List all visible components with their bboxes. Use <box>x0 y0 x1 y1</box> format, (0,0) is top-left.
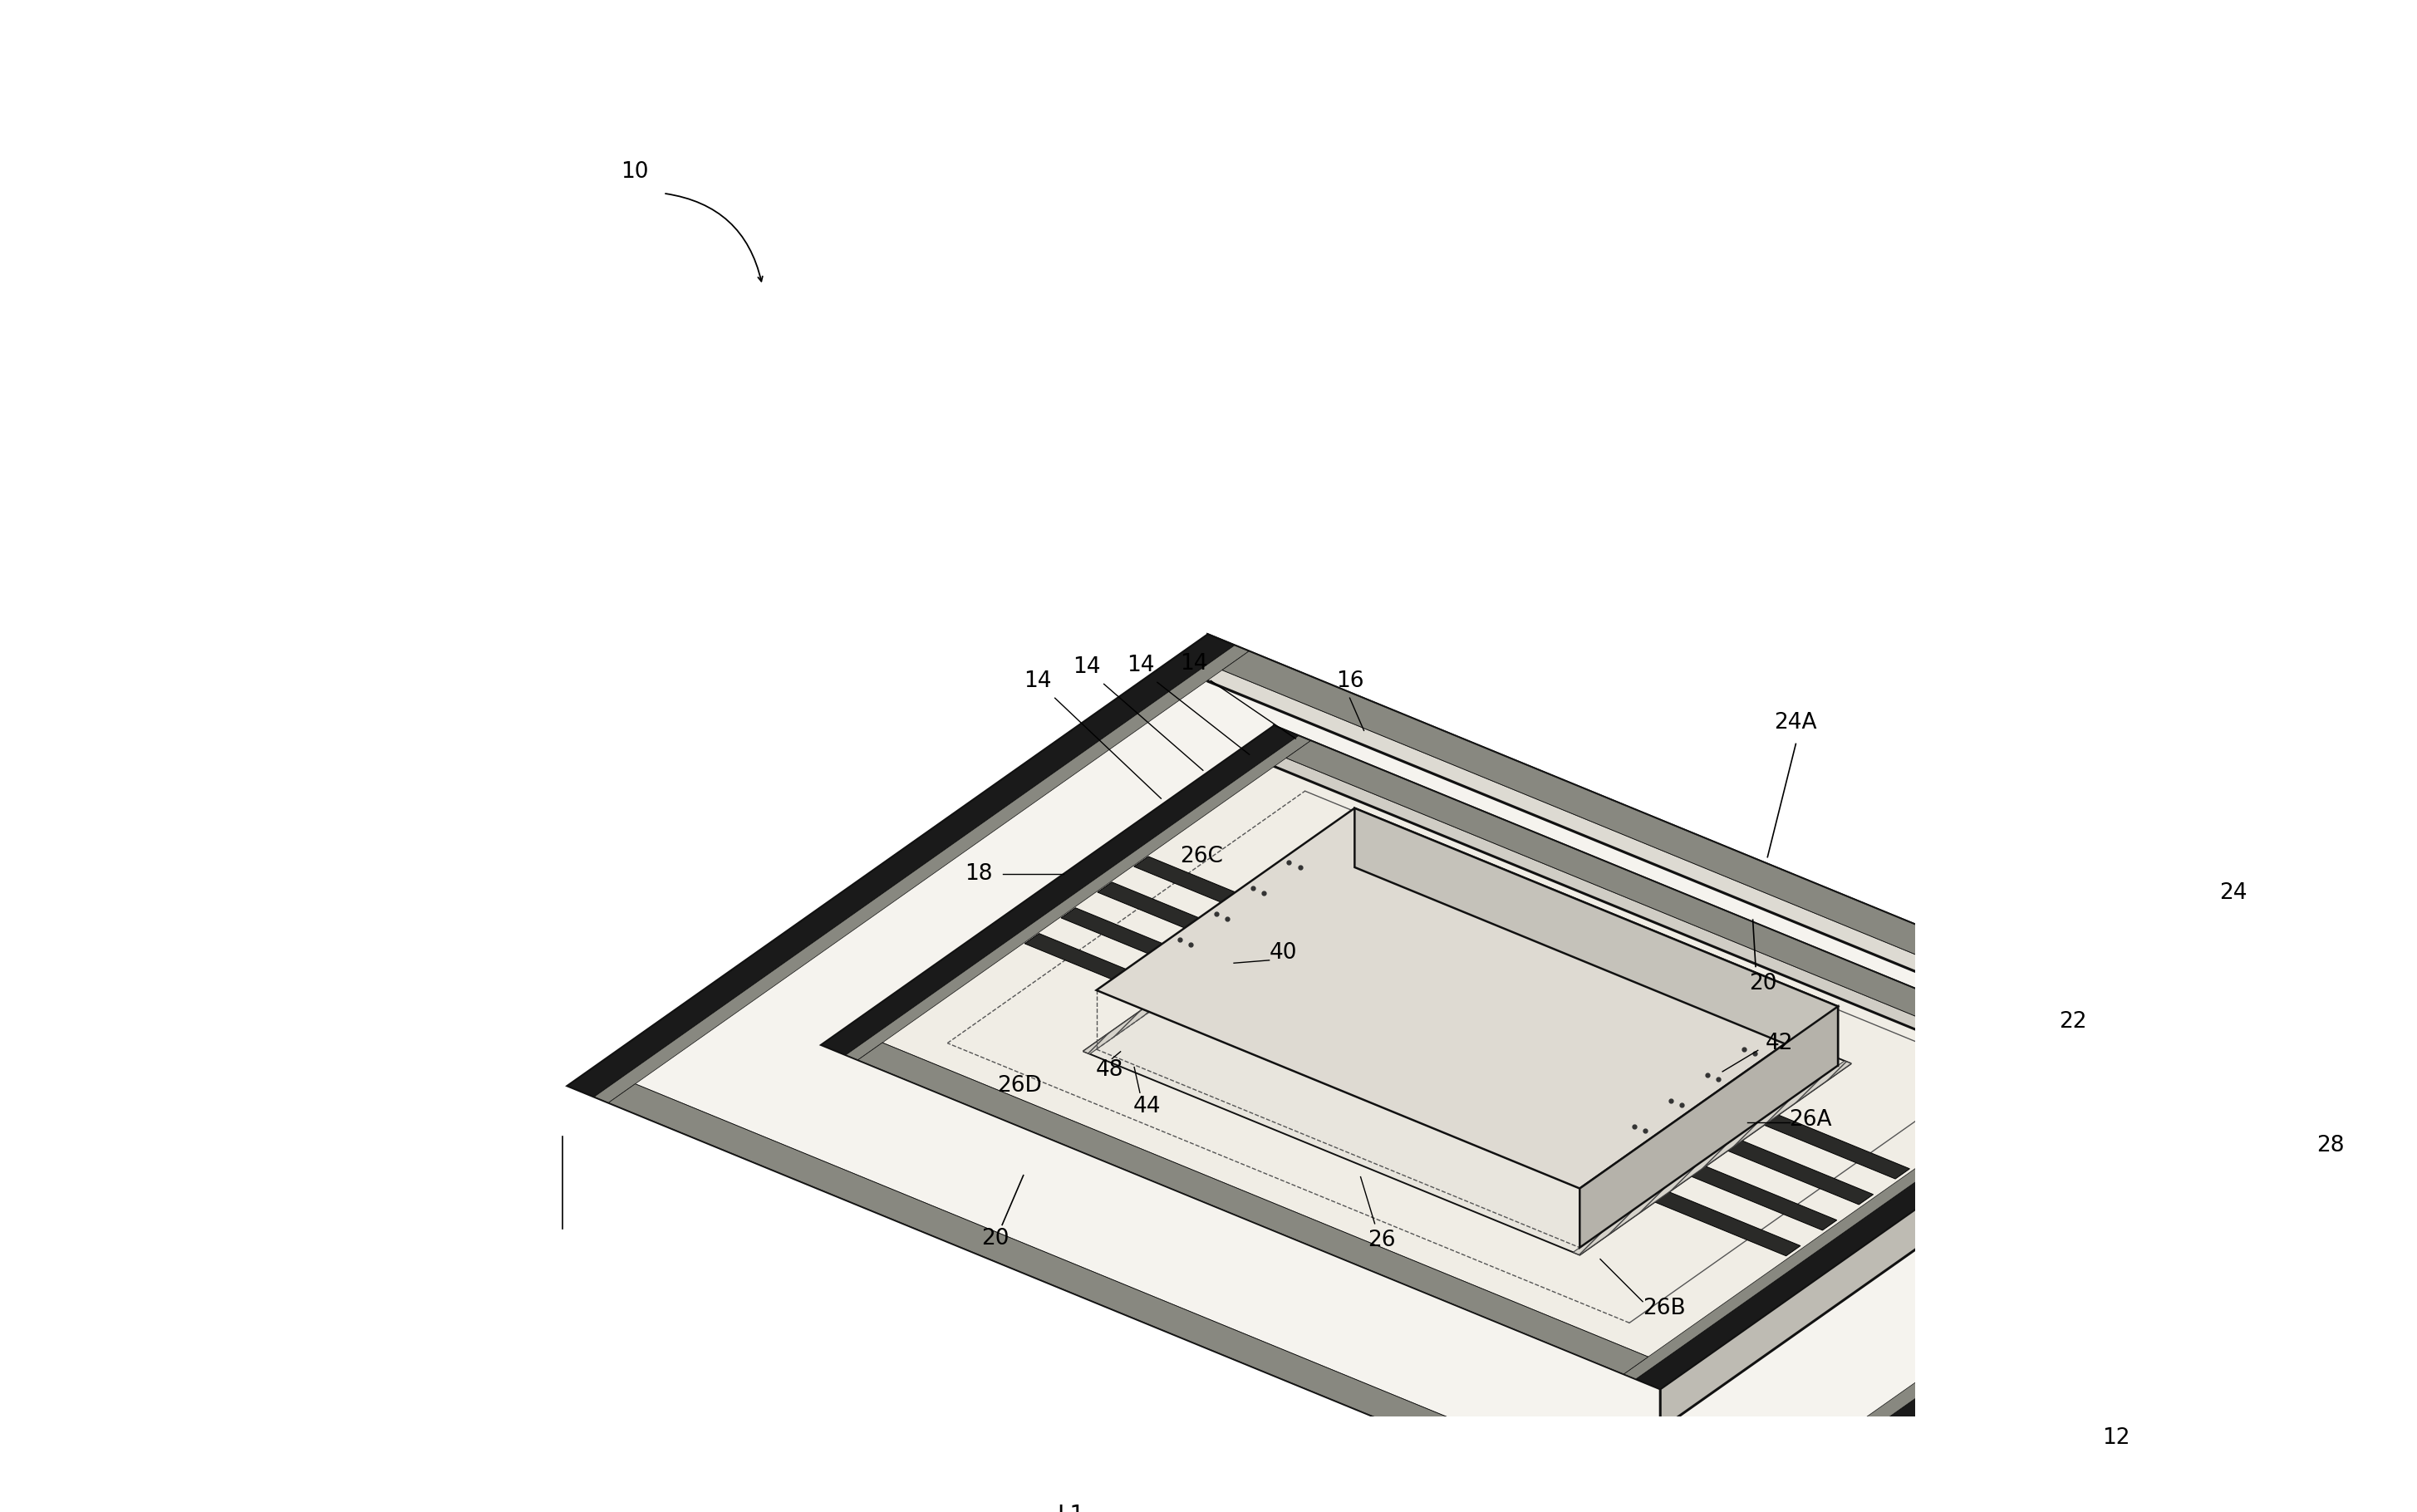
Polygon shape <box>1274 726 2112 1110</box>
Polygon shape <box>1271 913 1341 947</box>
Text: 26D: 26D <box>998 1075 1042 1096</box>
Text: 24A: 24A <box>1774 712 1818 733</box>
Text: 12: 12 <box>2103 1427 2129 1448</box>
Polygon shape <box>1235 939 1305 971</box>
Polygon shape <box>1286 741 2076 1072</box>
Text: 14: 14 <box>1179 653 1208 674</box>
Polygon shape <box>846 736 1310 1060</box>
Text: 28: 28 <box>2315 1136 2344 1157</box>
Polygon shape <box>568 635 1235 1096</box>
Polygon shape <box>1629 1142 1699 1173</box>
Polygon shape <box>1685 1093 2340 1512</box>
Polygon shape <box>1702 1090 1772 1122</box>
Text: 14: 14 <box>1025 670 1051 692</box>
Text: 24: 24 <box>2219 883 2248 904</box>
Polygon shape <box>1250 726 2112 1087</box>
Text: 16: 16 <box>1337 670 1363 692</box>
Polygon shape <box>1660 1070 2112 1429</box>
Text: 10: 10 <box>621 162 648 183</box>
Text: 26C: 26C <box>1179 845 1223 866</box>
Text: 26: 26 <box>1368 1229 1395 1252</box>
Text: L1: L1 <box>1056 1504 1085 1512</box>
Polygon shape <box>568 1067 1752 1512</box>
Polygon shape <box>858 1043 1648 1374</box>
Polygon shape <box>568 635 2366 1512</box>
Polygon shape <box>1182 635 2366 1128</box>
Polygon shape <box>1581 1007 1837 1247</box>
Polygon shape <box>822 726 2112 1390</box>
Polygon shape <box>822 726 1298 1055</box>
Polygon shape <box>1083 860 1361 1054</box>
Polygon shape <box>595 646 1250 1102</box>
Text: 42: 42 <box>1764 1033 1793 1054</box>
Polygon shape <box>1648 1190 1801 1256</box>
Polygon shape <box>1025 933 1177 999</box>
Polygon shape <box>1134 856 1286 924</box>
Text: 14: 14 <box>1073 656 1100 677</box>
Polygon shape <box>1354 807 1837 1066</box>
Polygon shape <box>1636 1060 2112 1390</box>
Polygon shape <box>1665 1116 1735 1148</box>
Polygon shape <box>1163 990 1233 1022</box>
Polygon shape <box>1083 860 1851 1255</box>
Text: 18: 18 <box>964 863 993 885</box>
Polygon shape <box>1573 1061 1851 1255</box>
Text: 20: 20 <box>1750 972 1776 995</box>
Polygon shape <box>1199 965 1269 996</box>
Polygon shape <box>822 1028 1685 1390</box>
Text: 26A: 26A <box>1789 1108 1832 1131</box>
Polygon shape <box>1208 635 2366 1157</box>
Text: 20: 20 <box>981 1228 1008 1250</box>
Text: 40: 40 <box>1269 942 1298 965</box>
Text: 26B: 26B <box>1644 1297 1685 1320</box>
Polygon shape <box>1757 1113 1909 1179</box>
Text: 22: 22 <box>2059 1012 2086 1033</box>
Polygon shape <box>1624 1055 2088 1379</box>
Polygon shape <box>1721 1139 1873 1205</box>
Text: 48: 48 <box>1095 1060 1124 1081</box>
Polygon shape <box>1593 1167 1663 1199</box>
Polygon shape <box>1223 652 2325 1111</box>
Text: 14: 14 <box>1126 655 1155 676</box>
Polygon shape <box>609 1084 1711 1512</box>
Polygon shape <box>1097 881 1250 950</box>
Polygon shape <box>1699 1099 2366 1512</box>
Polygon shape <box>1061 907 1213 975</box>
Polygon shape <box>1726 1110 2366 1512</box>
Text: 44: 44 <box>1134 1096 1160 1117</box>
Polygon shape <box>1685 1164 1837 1231</box>
Polygon shape <box>1097 807 1837 1188</box>
